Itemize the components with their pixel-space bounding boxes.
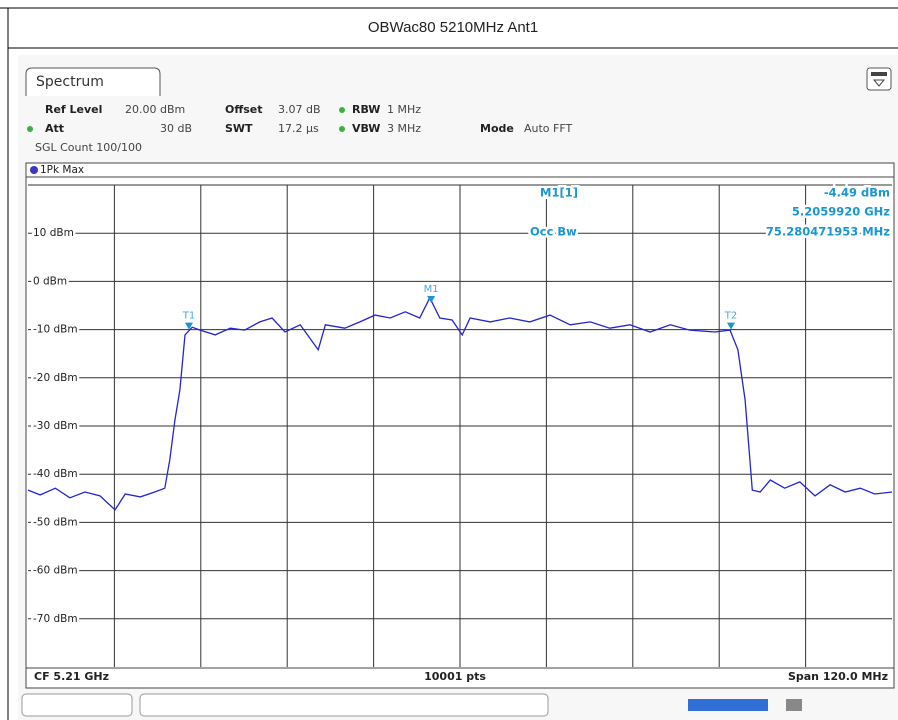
- y-tick-label: -20 dBm: [33, 372, 78, 384]
- y-tick-label: -60 dBm: [33, 565, 78, 577]
- marker-label: T2: [724, 311, 737, 322]
- marker-readout: 75.280471953 MHz: [766, 225, 890, 239]
- status-dot: [339, 107, 345, 113]
- progress-bar: [688, 699, 768, 711]
- footer-center: 10001 pts: [424, 670, 486, 683]
- y-tick-label: -30 dBm: [33, 420, 78, 432]
- trace-label: 1Pk Max: [40, 164, 84, 176]
- y-tick-label: 10 dBm: [33, 227, 74, 239]
- footer-left: CF 5.21 GHz: [34, 670, 109, 683]
- y-tick-label: 0 dBm: [33, 275, 67, 287]
- setting-label: Offset: [225, 103, 263, 116]
- footer-right: Span 120.0 MHz: [788, 670, 888, 683]
- trace-dot: [30, 166, 38, 174]
- chart-title: OBWac80 5210MHz Ant1: [368, 19, 538, 36]
- setting-label: SWT: [225, 122, 253, 135]
- setting-label: Mode: [480, 122, 514, 135]
- icon: [871, 72, 887, 76]
- setting-label: Att: [45, 122, 64, 135]
- status-field: [139, 693, 549, 717]
- setting-value: 3.07 dB: [278, 103, 321, 116]
- y-tick-label: -10 dBm: [33, 324, 78, 336]
- y-tick-label: -40 dBm: [33, 468, 78, 480]
- setting-label: RBW: [352, 103, 380, 116]
- setting-value: 17.2 µs: [278, 122, 319, 135]
- sweep-count: SGL Count 100/100: [35, 141, 142, 154]
- y-tick-label: -50 dBm: [33, 516, 78, 528]
- setting-value: 20.00 dBm: [125, 103, 185, 116]
- status-field: [21, 693, 133, 717]
- marker-readout: Occ Bw: [530, 225, 577, 239]
- marker: [427, 296, 436, 304]
- tab-label: Spectrum: [36, 74, 104, 90]
- icon: [872, 79, 886, 87]
- setting-value: Auto FFT: [524, 122, 572, 135]
- y-tick-label: -70 dBm: [33, 613, 78, 625]
- setting-label: Ref Level: [45, 103, 102, 116]
- status-dot: [27, 126, 33, 132]
- marker: [184, 322, 193, 330]
- marker-label: T1: [182, 311, 195, 322]
- marker-readout: M1[1]: [540, 186, 578, 200]
- status-icon: [786, 699, 802, 711]
- marker-readout: -4.49 dBm: [824, 186, 890, 200]
- setting-value: 30 dB: [160, 122, 192, 135]
- marker-label: M1: [424, 284, 439, 295]
- setting-value: 3 MHz: [387, 122, 421, 135]
- tab: [25, 67, 161, 96]
- trace: [27, 296, 893, 511]
- setting-label: VBW: [352, 122, 380, 135]
- setting-value: 1 MHz: [387, 103, 421, 116]
- status-dot: [339, 126, 345, 132]
- marker-readout: 5.2059920 GHz: [792, 205, 890, 219]
- marker: [727, 322, 736, 330]
